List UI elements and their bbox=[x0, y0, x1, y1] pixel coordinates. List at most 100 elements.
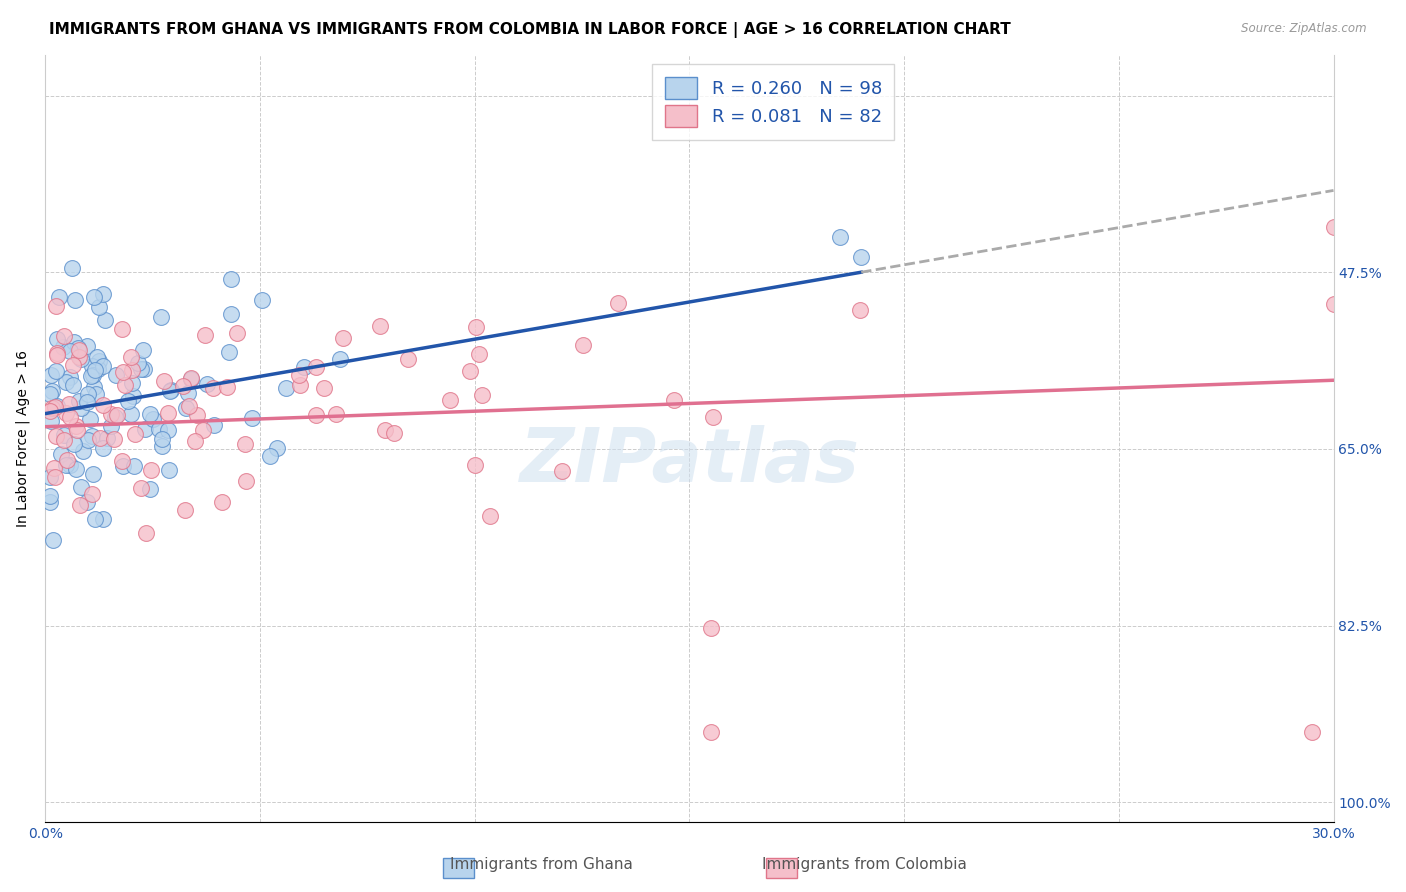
Text: ZIPatlas: ZIPatlas bbox=[519, 425, 859, 499]
Point bbox=[157, 406, 180, 420]
Point bbox=[274, 381, 297, 395]
Point bbox=[89, 300, 111, 314]
Point bbox=[91, 442, 114, 456]
Point bbox=[72, 444, 94, 458]
Point bbox=[96, 431, 118, 445]
Point bbox=[67, 394, 90, 409]
Point bbox=[233, 436, 256, 450]
Point bbox=[135, 526, 157, 541]
Point bbox=[219, 307, 242, 321]
Point bbox=[112, 459, 135, 474]
Point bbox=[217, 379, 239, 393]
Point bbox=[157, 423, 180, 437]
Text: Immigrants from Ghana: Immigrants from Ghana bbox=[450, 857, 633, 872]
Point bbox=[42, 533, 65, 548]
Point bbox=[120, 350, 142, 364]
Point bbox=[129, 482, 152, 496]
Point bbox=[55, 376, 77, 390]
Point bbox=[91, 287, 114, 301]
Point bbox=[66, 341, 89, 355]
Point bbox=[60, 261, 83, 276]
Point bbox=[290, 378, 312, 392]
Point bbox=[83, 512, 105, 526]
Point bbox=[45, 429, 67, 443]
Point bbox=[465, 320, 488, 334]
Point bbox=[59, 343, 82, 358]
Point bbox=[139, 463, 162, 477]
Text: Source: ZipAtlas.com: Source: ZipAtlas.com bbox=[1241, 22, 1367, 36]
Point bbox=[173, 503, 195, 517]
Point bbox=[180, 371, 202, 385]
Point bbox=[159, 384, 181, 398]
Point bbox=[471, 388, 494, 402]
Point bbox=[46, 349, 69, 363]
Point bbox=[177, 385, 200, 400]
Point bbox=[325, 407, 347, 421]
Point bbox=[152, 374, 174, 388]
Point bbox=[148, 422, 170, 436]
Point bbox=[150, 432, 173, 446]
Point bbox=[59, 458, 82, 473]
Point bbox=[58, 396, 80, 410]
Point bbox=[305, 408, 328, 422]
Point bbox=[828, 230, 851, 244]
Point bbox=[120, 407, 142, 421]
Point bbox=[62, 378, 84, 392]
Point bbox=[63, 436, 86, 450]
Point bbox=[226, 326, 249, 340]
Y-axis label: In Labor Force | Age > 16: In Labor Force | Age > 16 bbox=[15, 351, 30, 527]
Point bbox=[368, 319, 391, 334]
Text: Immigrants from Colombia: Immigrants from Colombia bbox=[762, 857, 967, 872]
Point bbox=[127, 355, 149, 369]
Point bbox=[69, 401, 91, 415]
Point bbox=[202, 381, 225, 395]
Point bbox=[464, 458, 486, 472]
Point bbox=[702, 410, 724, 425]
Point bbox=[184, 434, 207, 448]
Point bbox=[94, 313, 117, 327]
Legend: R = 0.260   N = 98, R = 0.081   N = 82: R = 0.260 N = 98, R = 0.081 N = 82 bbox=[652, 64, 894, 140]
Point bbox=[121, 363, 143, 377]
Point bbox=[42, 461, 65, 475]
Point bbox=[63, 334, 86, 349]
Point bbox=[219, 271, 242, 285]
Point bbox=[53, 329, 76, 343]
Point bbox=[65, 462, 87, 476]
Point bbox=[191, 423, 214, 437]
Point bbox=[157, 462, 180, 476]
Point bbox=[700, 621, 723, 635]
Point bbox=[177, 399, 200, 413]
Point bbox=[80, 359, 103, 373]
Point bbox=[105, 368, 128, 382]
Point bbox=[86, 361, 108, 376]
Point bbox=[41, 401, 63, 416]
Point bbox=[111, 322, 134, 336]
Point bbox=[100, 418, 122, 433]
Point bbox=[572, 338, 595, 352]
Point bbox=[76, 495, 98, 509]
Point bbox=[139, 407, 162, 421]
Point bbox=[551, 464, 574, 478]
Point bbox=[69, 498, 91, 512]
Point bbox=[396, 352, 419, 367]
Point bbox=[62, 358, 84, 372]
Point bbox=[84, 362, 107, 376]
Point bbox=[89, 431, 111, 445]
Point bbox=[121, 376, 143, 391]
Point bbox=[48, 290, 70, 304]
Point bbox=[114, 378, 136, 392]
Point bbox=[82, 467, 104, 481]
Point bbox=[235, 474, 257, 488]
Point bbox=[122, 389, 145, 403]
Point bbox=[180, 372, 202, 386]
Point bbox=[117, 394, 139, 409]
Text: IMMIGRANTS FROM GHANA VS IMMIGRANTS FROM COLOMBIA IN LABOR FORCE | AGE > 16 CORR: IMMIGRANTS FROM GHANA VS IMMIGRANTS FROM… bbox=[49, 22, 1011, 38]
Point bbox=[67, 343, 90, 357]
Point bbox=[38, 495, 60, 509]
Point bbox=[56, 452, 79, 467]
Point bbox=[142, 412, 165, 426]
Point bbox=[374, 423, 396, 437]
Point bbox=[132, 343, 155, 358]
Point bbox=[288, 368, 311, 383]
Point bbox=[91, 398, 114, 412]
